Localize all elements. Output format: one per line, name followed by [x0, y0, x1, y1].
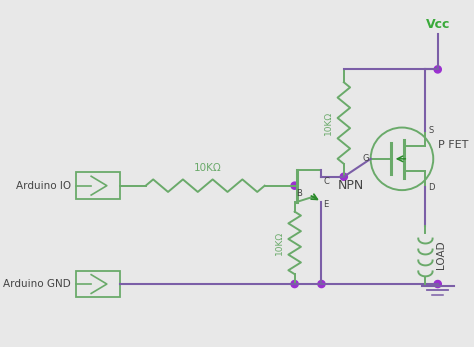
Bar [75, 271, 120, 297]
Text: P FET: P FET [438, 141, 468, 150]
Text: NPN: NPN [337, 179, 364, 192]
Circle shape [434, 280, 441, 288]
Text: D: D [428, 183, 435, 192]
Bar [75, 172, 120, 199]
Text: 10KΩ: 10KΩ [275, 231, 284, 255]
Text: 10KΩ: 10KΩ [193, 163, 221, 173]
Text: E: E [323, 200, 328, 209]
Text: Arduino IO: Arduino IO [16, 181, 71, 191]
Circle shape [434, 66, 441, 73]
Circle shape [291, 182, 298, 189]
Text: G: G [363, 154, 369, 163]
Text: Vcc: Vcc [426, 18, 450, 31]
Text: Arduino GND: Arduino GND [3, 279, 71, 289]
Circle shape [340, 173, 347, 180]
Text: S: S [428, 126, 434, 135]
Circle shape [291, 280, 298, 288]
Circle shape [318, 280, 325, 288]
Text: 10KΩ: 10KΩ [324, 111, 333, 135]
Text: LOAD: LOAD [436, 241, 446, 269]
Text: C: C [323, 177, 329, 186]
Text: B: B [296, 189, 302, 198]
